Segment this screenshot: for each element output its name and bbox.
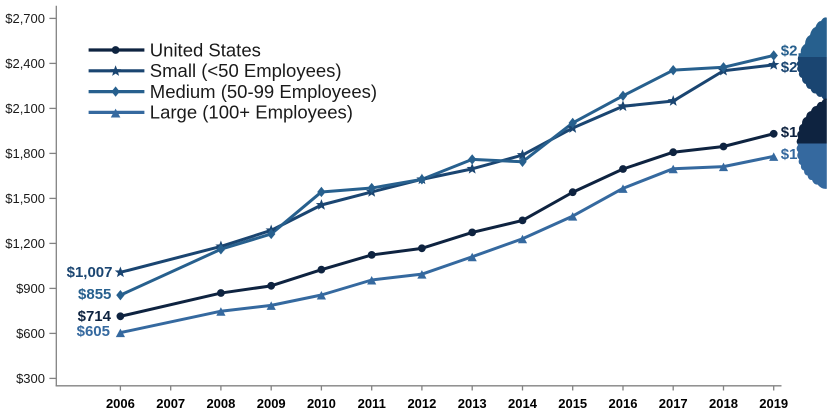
svg-text:2015: 2015 bbox=[558, 396, 587, 411]
svg-text:2016: 2016 bbox=[609, 396, 638, 411]
svg-text:2019: 2019 bbox=[759, 396, 788, 411]
svg-text:$855: $855 bbox=[78, 286, 111, 303]
svg-text:United States: United States bbox=[150, 39, 261, 60]
svg-text:$300: $300 bbox=[16, 371, 45, 386]
svg-text:$900: $900 bbox=[16, 281, 45, 296]
svg-text:2007: 2007 bbox=[156, 396, 185, 411]
svg-text:2014: 2014 bbox=[508, 396, 538, 411]
svg-text:2017: 2017 bbox=[659, 396, 688, 411]
svg-text:2010: 2010 bbox=[307, 396, 336, 411]
svg-text:$2,700: $2,700 bbox=[5, 11, 45, 26]
svg-text:$600: $600 bbox=[16, 326, 45, 341]
svg-text:2011: 2011 bbox=[358, 396, 386, 411]
svg-text:Large (100+ Employees): Large (100+ Employees) bbox=[150, 102, 353, 123]
svg-text:$2,400: $2,400 bbox=[5, 56, 45, 71]
svg-text:Small (<50 Employees): Small (<50 Employees) bbox=[150, 60, 342, 81]
svg-text:2012: 2012 bbox=[407, 396, 436, 411]
svg-text:$1,800: $1,800 bbox=[5, 146, 45, 161]
svg-text:2009: 2009 bbox=[257, 396, 286, 411]
svg-text:$605: $605 bbox=[77, 323, 110, 340]
svg-text:$1,200: $1,200 bbox=[5, 236, 45, 251]
svg-text:$714: $714 bbox=[78, 308, 112, 325]
svg-text:2013: 2013 bbox=[458, 396, 487, 411]
svg-text:$1,007: $1,007 bbox=[67, 264, 113, 281]
svg-text:2008: 2008 bbox=[206, 396, 235, 411]
svg-text:Medium (50-99 Employees): Medium (50-99 Employees) bbox=[150, 81, 377, 102]
svg-text:$1,500: $1,500 bbox=[5, 191, 45, 206]
svg-text:$2,100: $2,100 bbox=[5, 101, 45, 116]
svg-text:2006: 2006 bbox=[106, 396, 135, 411]
svg-text:2018: 2018 bbox=[709, 396, 738, 411]
